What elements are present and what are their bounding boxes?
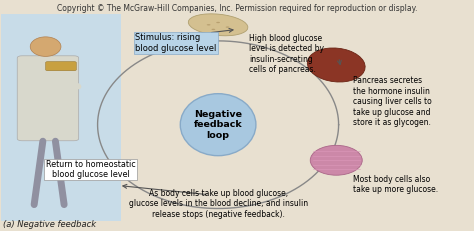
Ellipse shape bbox=[207, 24, 210, 25]
Ellipse shape bbox=[30, 37, 61, 56]
Text: (a) Negative feedback: (a) Negative feedback bbox=[3, 220, 96, 229]
Text: High blood glucose
level is detected by
insulin-secreting
cells of pancreas.: High blood glucose level is detected by … bbox=[249, 34, 324, 74]
Text: Most body cells also
take up more glucose.: Most body cells also take up more glucos… bbox=[353, 175, 438, 194]
FancyBboxPatch shape bbox=[17, 56, 79, 141]
FancyBboxPatch shape bbox=[0, 15, 121, 221]
Text: Copyright © The McGraw-Hill Companies, Inc. Permission required for reproduction: Copyright © The McGraw-Hill Companies, I… bbox=[57, 4, 417, 13]
Ellipse shape bbox=[188, 14, 248, 36]
Text: Return to homeostatic
blood glucose level: Return to homeostatic blood glucose leve… bbox=[46, 160, 136, 179]
Ellipse shape bbox=[211, 29, 215, 30]
Text: Pancreas secretes
the hormone insulin
causing liver cells to
take up glucose and: Pancreas secretes the hormone insulin ca… bbox=[353, 76, 431, 127]
Ellipse shape bbox=[226, 26, 229, 28]
Ellipse shape bbox=[216, 22, 220, 23]
Text: Stimulus: rising
blood glucose level: Stimulus: rising blood glucose level bbox=[136, 33, 217, 53]
FancyBboxPatch shape bbox=[46, 61, 76, 71]
Text: Negative
feedback
loop: Negative feedback loop bbox=[194, 110, 243, 140]
Ellipse shape bbox=[307, 48, 365, 82]
Ellipse shape bbox=[310, 145, 362, 175]
Text: As body cells take up blood glucose,
glucose levels in the blood decline, and in: As body cells take up blood glucose, glu… bbox=[128, 189, 308, 219]
Ellipse shape bbox=[180, 94, 256, 156]
